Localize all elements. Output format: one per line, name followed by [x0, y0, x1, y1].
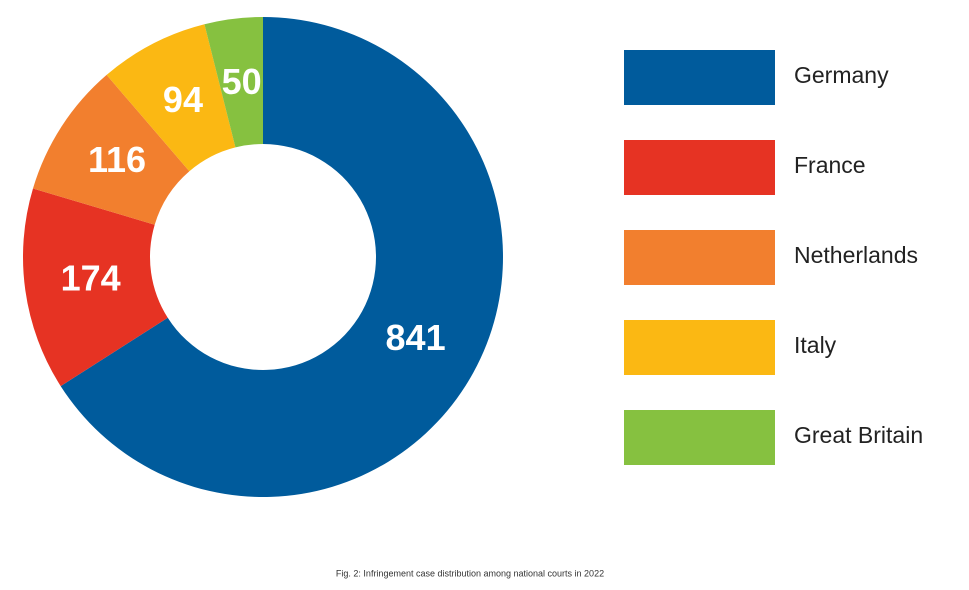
data-label: 94: [163, 79, 203, 120]
chart-caption: Fig. 2: Infringement case distribution a…: [336, 568, 604, 578]
legend-label: Italy: [794, 332, 837, 358]
slice: [204, 17, 263, 148]
slice: [106, 24, 236, 172]
data-label: 116: [88, 139, 146, 180]
data-label: 841: [386, 317, 446, 358]
legend-label: Germany: [794, 62, 889, 88]
slice: [22, 188, 168, 387]
data-label: 50: [222, 61, 262, 102]
data-label: 174: [61, 258, 121, 299]
legend-swatch: [624, 320, 775, 375]
legend-label: Great Britain: [794, 422, 923, 448]
legend-swatch: [624, 230, 775, 285]
legend-swatch: [624, 410, 775, 465]
legend-swatch: [624, 50, 775, 105]
slice: [60, 17, 503, 497]
legend-label: France: [794, 152, 866, 178]
legend-swatch: [624, 140, 775, 195]
legend-label: Netherlands: [794, 242, 918, 268]
slice: [32, 74, 190, 225]
